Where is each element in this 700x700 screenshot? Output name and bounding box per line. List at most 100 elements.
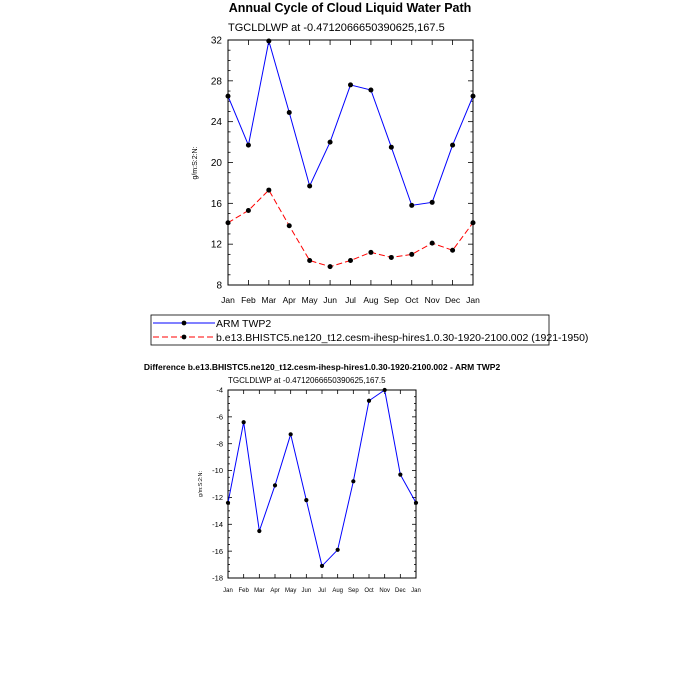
- legend-box: [150, 314, 550, 346]
- y-tick-label: 24: [211, 117, 223, 128]
- legend-marker-model: [181, 334, 187, 340]
- data-point: [266, 187, 272, 193]
- data-point: [327, 139, 333, 145]
- x-tick-label: Feb: [241, 295, 256, 305]
- data-point: [450, 247, 456, 253]
- x-tick-label: Jun: [323, 295, 337, 305]
- legend-label-model: b.e13.BHISTC5.ne120_t12.cesm-ihesp-hires…: [216, 332, 588, 344]
- y-tick-label: 8: [216, 281, 222, 292]
- data-point: [409, 202, 415, 208]
- data-point: [348, 82, 353, 88]
- y-tick-label: -18: [212, 574, 223, 583]
- data-point: [368, 249, 374, 255]
- x-tick-label: Nov: [379, 588, 390, 594]
- chart1-plot: 8 12 16 20 24 28 32 Jan Feb Mar Apr May Jun Jul Aug Sep…: [211, 36, 480, 306]
- data-point: [288, 432, 293, 437]
- data-point: [450, 142, 456, 148]
- x-tick-label: Jul: [318, 588, 326, 594]
- x-tick-label: Feb: [238, 588, 249, 594]
- x-tick-label: Mar: [262, 295, 277, 305]
- chart2-subtitle: TGCLDLWP at -0.4712066650390625,167.5: [228, 376, 386, 385]
- data-point: [382, 387, 387, 393]
- data-point: [307, 183, 313, 189]
- series-line-1: [227, 189, 474, 268]
- y-tick-label: -4: [216, 386, 223, 395]
- data-point: [304, 498, 309, 503]
- x-tick-label: Apr: [270, 588, 279, 594]
- chart1-title: Annual Cycle of Cloud Liquid Water Path: [229, 1, 472, 15]
- y-tick-label: 20: [211, 158, 223, 169]
- data-point: [257, 528, 262, 534]
- data-point: [327, 264, 333, 270]
- legend-marker-arm: [181, 320, 187, 326]
- x-tick-label: Aug: [363, 295, 378, 305]
- x-tick-label: Mar: [254, 588, 264, 594]
- data-point: [286, 223, 292, 229]
- x-tick-label: Nov: [425, 295, 441, 305]
- data-point: [470, 93, 476, 99]
- series-line-0: [227, 389, 417, 567]
- y-tick-label: -6: [216, 412, 223, 421]
- x-tick-label: May: [285, 588, 296, 594]
- data-point: [398, 472, 403, 477]
- y-tick-label: -12: [212, 493, 223, 502]
- x-tick-label: Jan: [466, 295, 480, 305]
- data-point: [366, 398, 372, 403]
- data-point: [348, 258, 353, 263]
- y-tick-label: -10: [212, 466, 223, 475]
- x-tick-label: Aug: [332, 588, 343, 594]
- data-point: [335, 547, 340, 552]
- data-point: [351, 479, 356, 484]
- x-tick-label: Oct: [364, 588, 374, 594]
- legend-label-arm: ARM TWP2: [216, 318, 271, 330]
- plot-frame: [227, 39, 474, 286]
- chart2-title: Difference b.e13.BHISTC5.ne120_t12.cesm-…: [144, 362, 501, 372]
- data-point: [429, 199, 435, 205]
- data-point: [388, 144, 394, 150]
- data-point: [413, 500, 419, 505]
- data-point: [272, 483, 278, 488]
- data-point: [245, 142, 251, 148]
- x-tick-label: Sep: [384, 295, 399, 305]
- x-tick-label: Apr: [283, 295, 296, 305]
- x-tick-label: Jul: [345, 295, 356, 305]
- chart2-ylabel: g/m:S:2:N:: [198, 471, 204, 497]
- data-point: [225, 220, 231, 226]
- x-tick-label: Jun: [301, 588, 311, 594]
- data-point: [241, 420, 246, 425]
- series-line-0: [227, 40, 474, 206]
- y-tick-label: 32: [211, 36, 223, 47]
- x-tick-label: May: [302, 295, 319, 305]
- x-tick-label: Jan: [221, 295, 235, 305]
- data-point: [429, 240, 435, 246]
- y-tick-label: 28: [211, 76, 223, 87]
- chart1-subtitle: TGCLDLWP at -0.4712066650390625,167.5: [228, 22, 445, 34]
- chart2-plot: -18 -16 -14 -12 -10 -8 -6 -4 Jan Feb Mar Apr May Jun J…: [212, 386, 421, 594]
- y-tick-label: 12: [211, 240, 223, 251]
- data-point: [319, 563, 325, 569]
- y-tick-label: 16: [211, 199, 223, 210]
- y-tick-label: -8: [216, 439, 223, 448]
- x-tick-label: Jan: [223, 588, 233, 594]
- data-point: [225, 93, 231, 99]
- data-point: [307, 258, 313, 263]
- x-tick-label: Oct: [405, 295, 419, 305]
- data-point: [409, 251, 415, 257]
- plot-frame: [227, 389, 417, 579]
- data-point: [368, 87, 374, 93]
- data-point: [245, 207, 251, 213]
- data-point: [266, 38, 272, 44]
- data-point: [470, 220, 476, 226]
- y-tick-label: -14: [212, 520, 223, 529]
- x-tick-label: Jan: [411, 588, 421, 594]
- legend: ARM TWP2 b.e13.BHISTC5.ne120_t12.cesm-ih…: [150, 314, 588, 346]
- x-tick-label: Sep: [348, 588, 359, 594]
- data-point: [286, 109, 292, 115]
- chart1-ylabel: g/m:S:2:N:: [192, 146, 199, 179]
- x-tick-label: Dec: [445, 295, 461, 305]
- data-point: [225, 500, 231, 505]
- y-tick-label: -16: [212, 547, 223, 556]
- x-tick-label: Dec: [395, 588, 406, 594]
- data-point: [388, 254, 394, 260]
